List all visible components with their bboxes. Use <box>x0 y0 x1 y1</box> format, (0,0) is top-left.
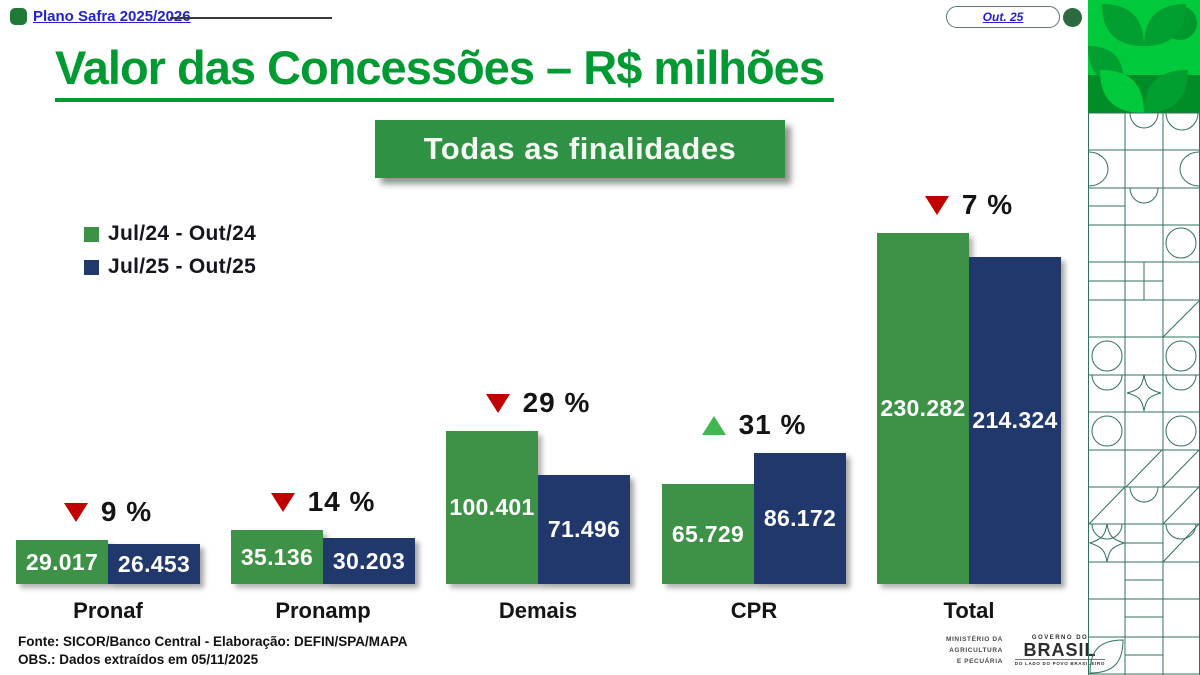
subtitle-badge-label: Todas as finalidades <box>423 131 737 166</box>
bar-pronaf-2024: 29.017 <box>16 540 108 584</box>
bar-total-2024: 230.282 <box>877 233 969 584</box>
category-label-pronamp: Pronamp <box>275 598 371 623</box>
pct-value: 31 % <box>738 409 807 440</box>
legend-swatch-navy <box>84 259 99 275</box>
bar-value: 214.324 <box>972 407 1058 433</box>
category-label-pronaf: Pronaf <box>73 598 143 623</box>
triangle-up-icon <box>701 415 726 435</box>
bar-chart: 29.017 26.453 Pronaf 9 % 35.136 30.203 Pronamp… <box>16 188 1061 623</box>
legend-item-2025: Jul/25 - Out/25 <box>84 255 256 279</box>
bar-demais-2024: 100.401 <box>446 431 538 584</box>
triangle-down-icon <box>924 195 949 215</box>
page-title: Valor das Concessões – R$ milhões <box>55 40 834 102</box>
obs-line: OBS.: Dados extraídos em 05/11/2025 <box>18 652 259 667</box>
pct-annotation-total: 7 % <box>877 188 1061 222</box>
bar-value: 230.282 <box>880 395 966 421</box>
bar-pronamp-2024: 35.136 <box>231 530 323 584</box>
pct-annotation-pronamp: 14 % <box>231 485 415 519</box>
government-logos: MINISTÉRIO DA AGRICULTURA E PECUÁRIA GOV… <box>946 634 1106 667</box>
bar-value: 35.136 <box>240 543 314 570</box>
date-pill[interactable]: Out. 25 <box>946 6 1060 28</box>
triangle-down-icon <box>485 393 510 413</box>
pct-value: 9 % <box>100 496 153 527</box>
date-link[interactable]: Out. 25 <box>982 10 1024 24</box>
bar-value: 30.203 <box>332 547 406 574</box>
category-label-demais: Demais <box>498 598 578 623</box>
header-divider <box>170 17 332 19</box>
bar-cpr-2025: 86.172 <box>754 453 846 584</box>
legend-item-2024: Jul/24 - Out/24 <box>84 222 256 246</box>
bar-value: 86.172 <box>763 505 837 531</box>
pct-value: 29 % <box>522 387 591 418</box>
brasil-logo: GOVERNO DO BRASIL DO LADO DO POVO BRASIL… <box>1014 635 1106 667</box>
chart-legend: Jul/24 - Out/24 Jul/25 - Out/25 <box>84 222 256 288</box>
source-line: Fonte: SICOR/Banco Central - Elaboração:… <box>18 634 408 649</box>
bar-demais-2025: 71.496 <box>538 475 630 584</box>
bar-value: 71.496 <box>547 516 621 542</box>
brand-dot-icon <box>10 8 27 25</box>
triangle-down-icon <box>270 492 295 512</box>
source-note: Fonte: SICOR/Banco Central - Elaboração:… <box>18 633 408 669</box>
ministry-logo: MINISTÉRIO DA AGRICULTURA E PECUÁRIA <box>946 636 1003 666</box>
legend-label: Jul/24 - Out/24 <box>108 222 257 245</box>
sidebar-pattern <box>1088 0 1200 675</box>
bar-pronaf-2025: 26.453 <box>108 544 200 584</box>
bar-pronamp-2025: 30.203 <box>323 538 415 584</box>
pct-annotation-cpr: 31 % <box>662 408 846 442</box>
subtitle-badge: Todas as finalidades <box>375 120 785 178</box>
bar-cpr-2024: 65.729 <box>662 484 754 584</box>
pct-annotation-demais: 29 % <box>446 386 630 420</box>
header-circle-icon <box>1063 8 1082 27</box>
triangle-down-icon <box>63 502 88 522</box>
category-label-cpr: CPR <box>730 598 778 623</box>
bar-total-2025: 214.324 <box>969 257 1061 584</box>
pct-value: 7 % <box>961 189 1014 220</box>
bar-value: 29.017 <box>25 548 99 575</box>
pct-value: 14 % <box>307 486 376 517</box>
pct-annotation-pronaf: 9 % <box>16 495 200 529</box>
legend-swatch-green <box>84 226 99 242</box>
plano-safra-link[interactable]: Plano Safra 2025/2026 <box>33 8 191 25</box>
bar-value: 100.401 <box>449 494 535 520</box>
legend-label: Jul/25 - Out/25 <box>108 255 257 278</box>
category-label-total: Total <box>943 598 995 623</box>
bar-value: 65.729 <box>671 520 745 547</box>
bar-value: 26.453 <box>117 550 191 577</box>
